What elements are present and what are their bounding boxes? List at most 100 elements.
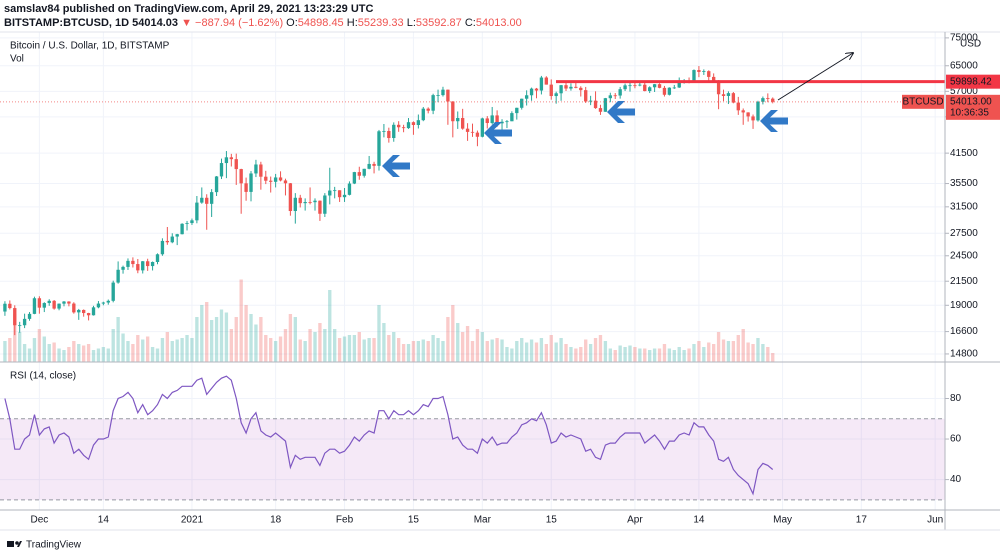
- volume-bar: [333, 329, 337, 362]
- candle-body: [77, 309, 81, 313]
- volume-bar: [3, 341, 7, 362]
- volume-bar: [756, 338, 760, 362]
- volume-bar: [741, 329, 745, 362]
- volume-bar: [57, 348, 61, 362]
- volume-bar: [480, 332, 485, 362]
- candle-body: [505, 121, 509, 123]
- candle-body: [244, 183, 248, 192]
- candle-body: [106, 300, 110, 303]
- candle-body: [195, 202, 199, 221]
- blue-arrow: [760, 110, 788, 132]
- candle-body: [185, 223, 189, 224]
- footer-brand: TradingView: [26, 540, 82, 551]
- candle-body: [520, 98, 524, 108]
- candle-body: [382, 130, 386, 132]
- volume-bar: [608, 348, 612, 362]
- candle-body: [623, 85, 627, 90]
- x-tick-label: 15: [408, 515, 420, 526]
- volume-bar: [86, 344, 91, 362]
- candle-body: [141, 261, 145, 271]
- volume-bar: [490, 339, 494, 362]
- last-price: 54014.03: [132, 17, 178, 29]
- y-tick-label: 16600: [950, 326, 978, 337]
- candle-body: [692, 70, 696, 82]
- candle-body: [697, 70, 701, 72]
- candle-body: [431, 95, 435, 111]
- volume-bar: [721, 339, 726, 362]
- x-tick-label: 14: [693, 515, 705, 526]
- price-name: BTCUSD: [902, 96, 943, 107]
- x-tick-label: 17: [856, 515, 868, 526]
- candle-body: [387, 130, 391, 139]
- candle-body: [259, 164, 263, 177]
- volume-bar: [539, 338, 544, 362]
- volume-bar: [436, 338, 440, 362]
- candle-body: [544, 77, 549, 85]
- x-tick-label: Feb: [336, 515, 354, 526]
- candle-body: [475, 132, 480, 137]
- x-tick-label: 18: [270, 515, 282, 526]
- candle-body: [766, 98, 770, 99]
- candle-body: [239, 169, 243, 184]
- volume-bar: [633, 347, 637, 362]
- volume-bar: [377, 305, 381, 362]
- volume-bar: [731, 341, 736, 362]
- volume-bar: [323, 329, 327, 362]
- x-tick-label: 2021: [181, 515, 204, 526]
- candle-body: [756, 101, 760, 121]
- volume-bar: [52, 342, 56, 362]
- candle-body: [165, 240, 170, 243]
- candle-body: [86, 313, 91, 316]
- candle-body: [298, 197, 302, 204]
- candle-body: [283, 180, 288, 184]
- candle-body: [160, 240, 165, 255]
- candle-body: [495, 115, 499, 124]
- volume-bar: [264, 335, 268, 362]
- volume-bar: [416, 341, 421, 362]
- candle-body: [200, 197, 204, 203]
- volume-bar: [711, 344, 716, 362]
- volume-bar: [209, 320, 214, 362]
- volume-bar: [401, 344, 406, 362]
- volume-bar: [426, 341, 430, 362]
- volume-bar: [485, 341, 489, 362]
- y-tick-label: 75000: [950, 33, 978, 44]
- candle-body: [500, 121, 504, 124]
- candle-body: [278, 177, 283, 181]
- volume-bar: [726, 341, 731, 362]
- volume-bar: [657, 348, 662, 362]
- volume-bar: [515, 341, 519, 362]
- candle-body: [480, 118, 485, 137]
- volume-bar: [239, 279, 243, 362]
- volume-bar: [313, 332, 317, 362]
- volume-bar: [318, 323, 322, 362]
- volume-bar: [446, 317, 450, 362]
- volume-bar: [603, 341, 608, 362]
- volume-bar: [500, 339, 504, 362]
- volume-bar: [598, 335, 603, 362]
- volume-bar: [77, 344, 81, 362]
- x-tick-label: Apr: [627, 515, 643, 526]
- volume-bar: [623, 347, 627, 362]
- candle-body: [229, 157, 234, 160]
- volume-bar: [510, 348, 514, 362]
- candle-body: [406, 122, 411, 129]
- volume-bar: [456, 323, 460, 362]
- volume-bar: [643, 348, 647, 362]
- volume-bar: [8, 338, 12, 362]
- candle-body: [633, 85, 637, 87]
- ohlc-value: 54898.45: [298, 17, 344, 29]
- volume-bar: [72, 341, 76, 362]
- candle-body: [131, 260, 135, 265]
- candle-body: [529, 88, 534, 96]
- volume-bar: [155, 348, 160, 362]
- volume-bar: [32, 338, 37, 362]
- volume-bar: [254, 324, 258, 362]
- volume-bar: [736, 335, 740, 362]
- candle-body: [672, 87, 676, 89]
- candle-body: [638, 84, 642, 86]
- volume-bar: [357, 332, 361, 362]
- candle-body: [716, 81, 721, 95]
- candle-body: [515, 107, 519, 114]
- ohlc-key: C:: [465, 17, 476, 29]
